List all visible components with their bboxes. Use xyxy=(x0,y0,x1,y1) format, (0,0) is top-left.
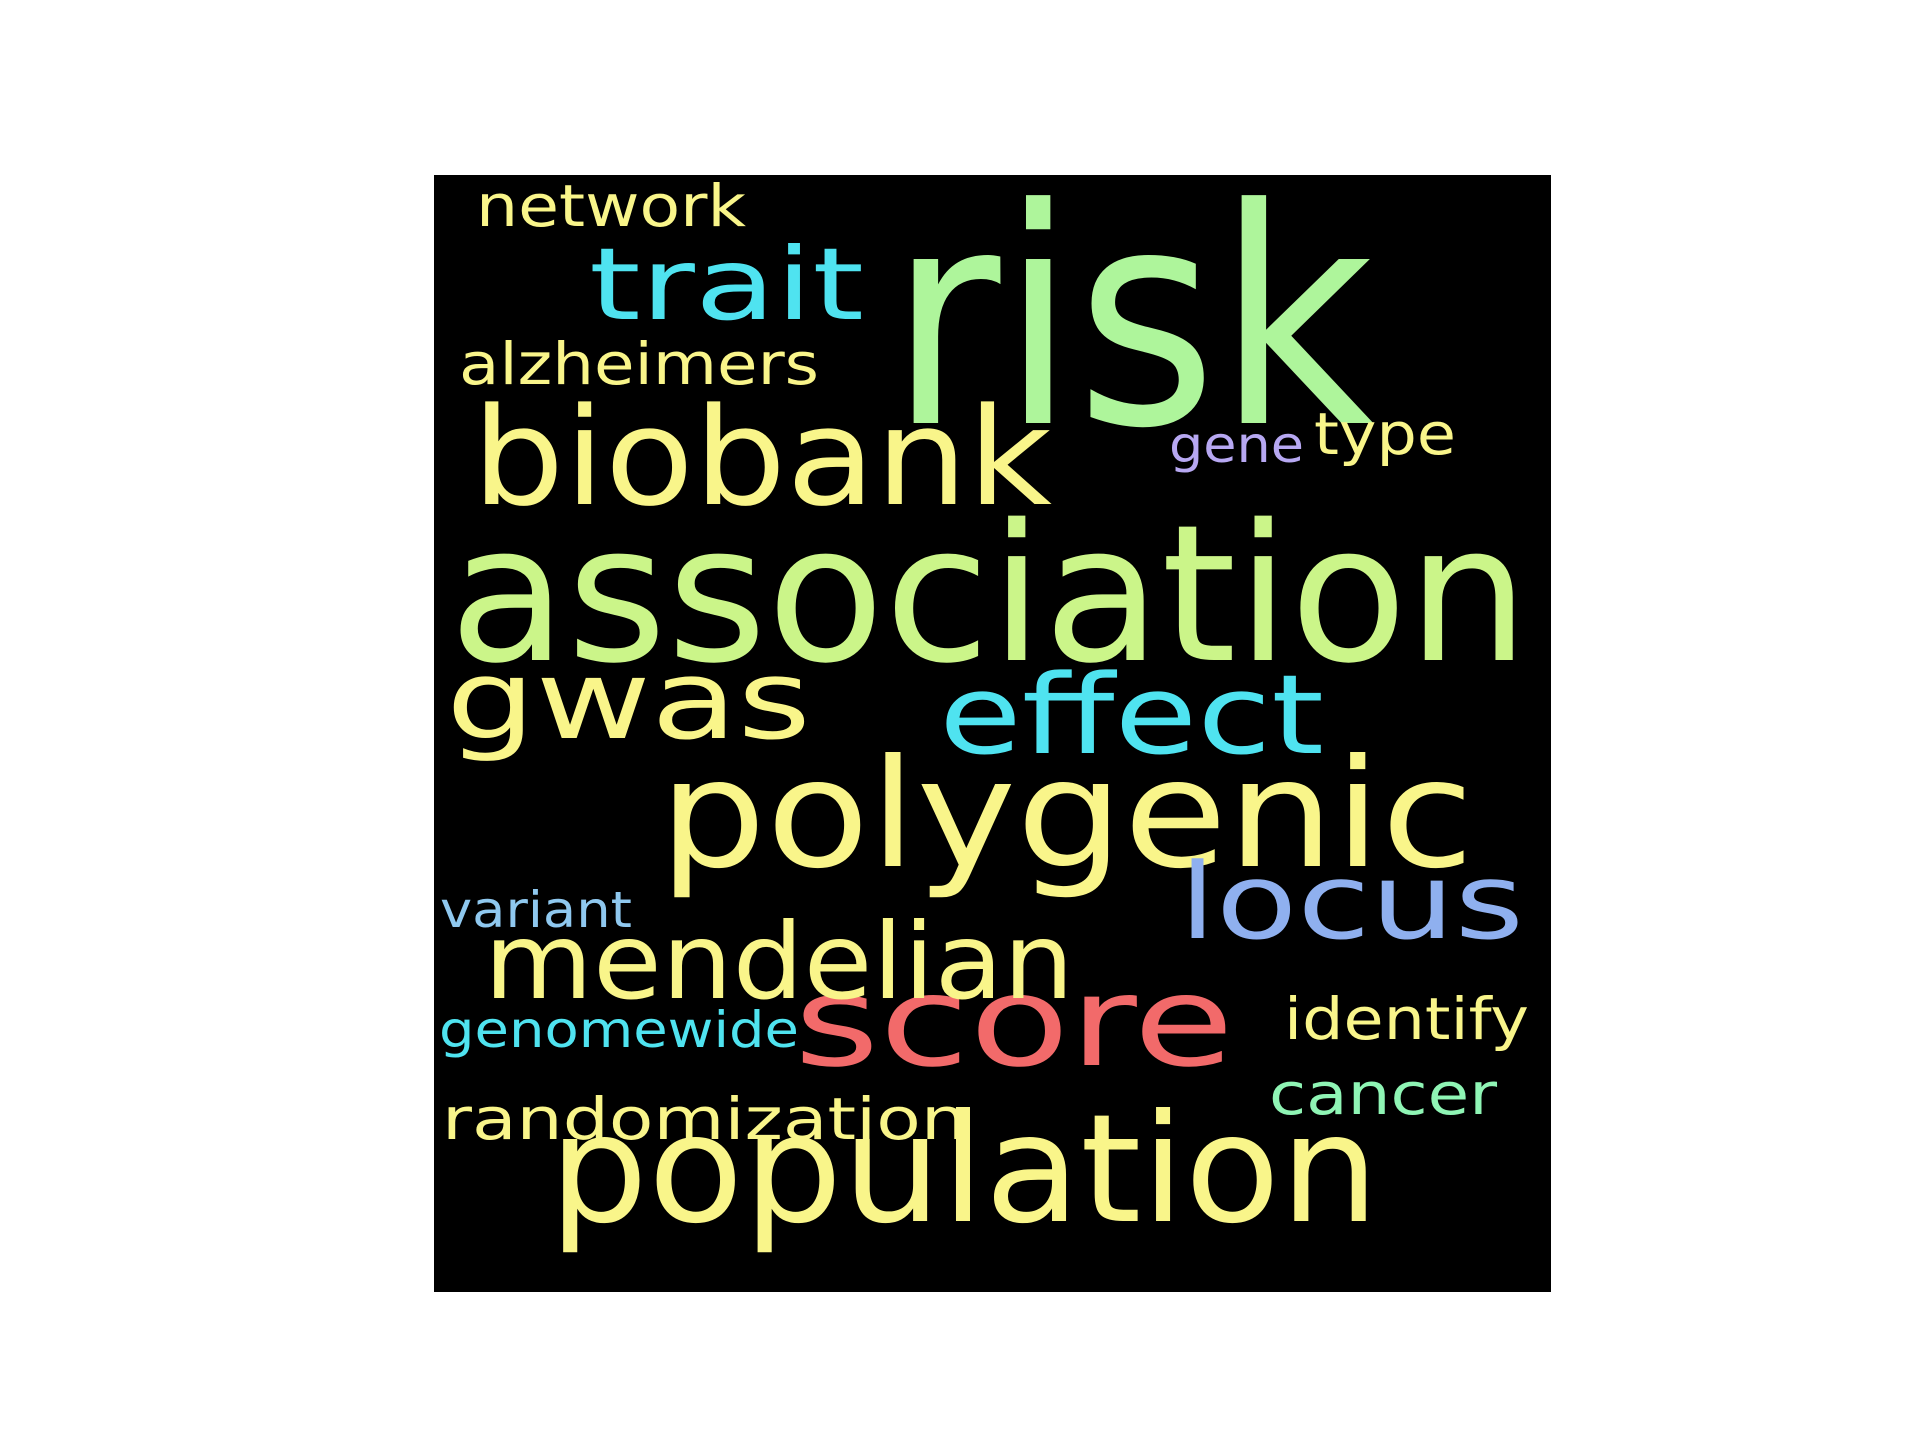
word-randomization: randomization xyxy=(442,1085,967,1153)
word-type: type xyxy=(1314,400,1457,468)
word-identify: identify xyxy=(1284,985,1530,1053)
word-network: network xyxy=(476,175,747,240)
word-risk: risk xyxy=(889,175,1374,494)
word-score: score xyxy=(794,950,1235,1095)
word-alzheimers: alzheimers xyxy=(459,330,820,398)
word-trait: trait xyxy=(589,226,865,343)
word-locus: locus xyxy=(1179,841,1525,963)
word-cancer: cancer xyxy=(1269,1060,1498,1128)
word-mendelian: mendelian xyxy=(484,901,1074,1023)
word-association: association xyxy=(449,484,1530,705)
word-polygenic: polygenic xyxy=(659,728,1474,902)
word-effect: effect xyxy=(939,651,1325,779)
word-gene: gene xyxy=(1169,416,1304,474)
word-variant: variant xyxy=(440,881,632,939)
word-cloud: risk association polygenic population bi… xyxy=(434,175,1551,1292)
word-genomewide: genomewide xyxy=(439,1001,800,1059)
word-biobank: biobank xyxy=(472,379,1052,536)
word-gwas: gwas xyxy=(446,636,812,764)
word-population: population xyxy=(549,1083,1379,1257)
